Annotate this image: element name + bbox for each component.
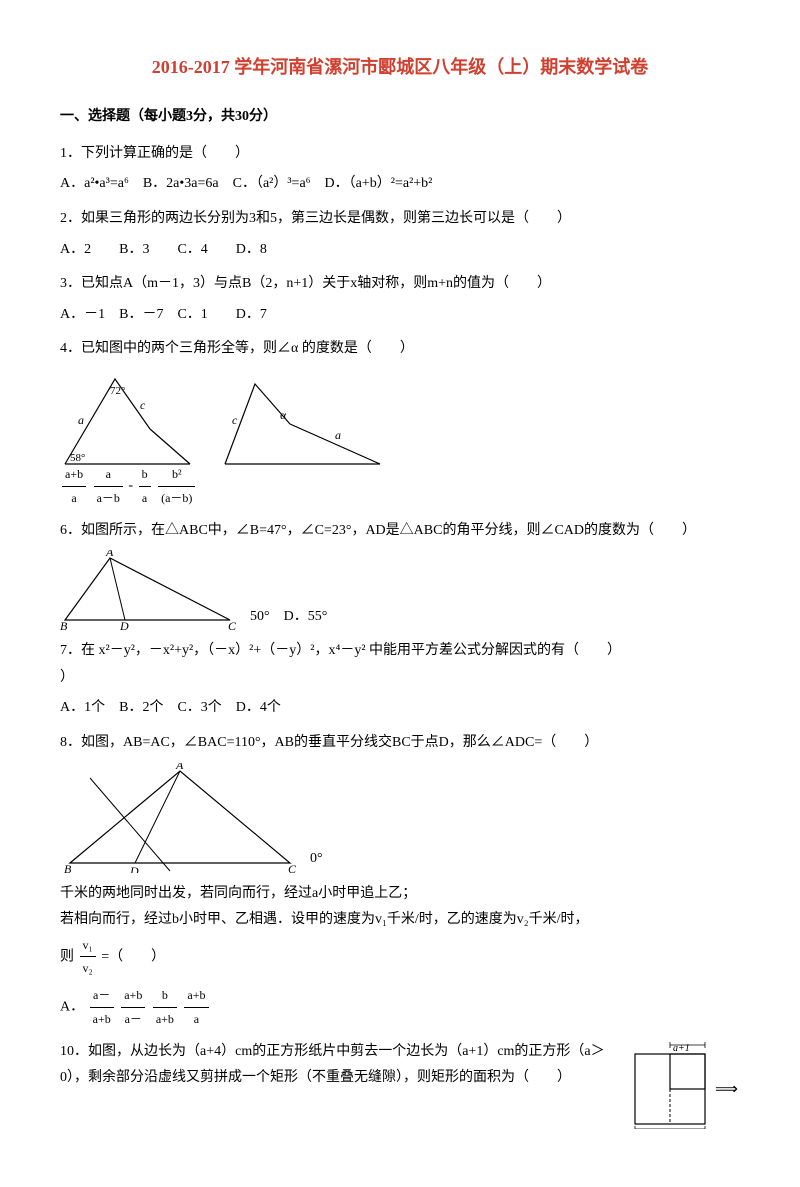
svg-text:A: A — [105, 550, 114, 559]
q8-triangle: A B D C — [60, 763, 300, 873]
svg-text:a: a — [335, 428, 341, 442]
q9-line3: 则 v₁v₂ =（ ） — [60, 934, 740, 981]
q6-options-tail: 50° D．55° — [250, 604, 327, 631]
svg-text:D: D — [129, 864, 139, 873]
section-1-header: 一、选择题（每小题3分，共30分） — [60, 104, 740, 131]
question-6: 6．如图所示，在△ABC中，∠B=47°，∠C=23°，AD是△ABC的角平分线… — [60, 518, 740, 631]
q2-stem: 2．如果三角形的两边长分别为3和5，第三边长是偶数，则第三边长可以是（ ） — [60, 206, 740, 233]
exam-title: 2016-2017 学年河南省漯河市郾城区八年级（上）期末数学试卷 — [60, 50, 740, 84]
q6-triangle: A B D C — [60, 550, 240, 630]
q7-paren: ） — [60, 665, 740, 692]
triangle-1: 72° 58° a c a — [60, 369, 210, 469]
q2-options: A．2 B．3 C．4 D．8 — [60, 237, 740, 264]
q6-figure-row: A B D C 50° D．55° — [60, 550, 740, 630]
q1-options: A．a²•a³=a⁶ B．2a•3a=6a C．（a²）³=a⁶ D．（a+b）… — [60, 171, 740, 198]
q8-options-tail: 0° — [310, 846, 323, 873]
q10-stem: 10．如图，从边长为（a+4）cm的正方形纸片中剪去一个边长为（a+1）cm的正… — [60, 1039, 610, 1092]
q6-stem: 6．如图所示，在△ABC中，∠B=47°，∠C=23°，AD是△ABC的角平分线… — [60, 518, 740, 545]
question-2: 2．如果三角形的两边长分别为3和5，第三边长是偶数，则第三边长可以是（ ） A．… — [60, 206, 740, 263]
q9-options: A． a－a+b a+ba－ ba+b a+ba — [60, 984, 740, 1031]
svg-text:b: b — [300, 466, 306, 469]
svg-text:C: C — [288, 862, 297, 873]
question-5-fragment: a+ba aa－b - ba b²(a－b) — [60, 463, 740, 510]
question-1: 1．下列计算正确的是（ ） A．a²•a³=a⁶ B．2a•3a=6a C．（a… — [60, 141, 740, 198]
q10-figure: a+1 a+4 ⟹ — [630, 1039, 740, 1129]
q8-stem: 8．如图，AB=AC，∠BAC=110°，AB的垂直平分线交BC于点D，那么∠A… — [60, 730, 740, 757]
svg-text:c: c — [140, 398, 146, 412]
q7-options: A．1个 B．2个 C．3个 D．4个 — [60, 695, 740, 722]
svg-text:C: C — [228, 619, 237, 630]
q4-figure: 72° 58° a c a c a α b — [60, 369, 740, 469]
q7-stem: 7．在 x²－y²，－x²+y²，（－x）²+（－y）²，x⁴－y² 中能用平方… — [60, 638, 740, 665]
q3-options: A．－1 B．－7 C．1 D．7 — [60, 302, 740, 329]
question-10: 10．如图，从边长为（a+4）cm的正方形纸片中剪去一个边长为（a+1）cm的正… — [60, 1039, 740, 1129]
triangle-2: c a α b — [220, 369, 390, 469]
q4-stem: 4．已知图中的两个三角形全等，则∠α 的度数是（ ） — [60, 336, 740, 363]
svg-text:72°: 72° — [110, 385, 125, 397]
svg-text:⟹: ⟹ — [715, 1081, 738, 1098]
svg-text:A: A — [175, 763, 184, 772]
q1-stem: 1．下列计算正确的是（ ） — [60, 141, 740, 168]
svg-text:α: α — [280, 408, 287, 422]
svg-text:B: B — [64, 862, 72, 873]
question-9-fragment: 千米的两地同时出发，若同向而行，经过a小时甲追上乙； 若相向而行，经过b小时甲、… — [60, 881, 740, 1031]
svg-text:D: D — [119, 619, 129, 630]
svg-text:a: a — [78, 413, 84, 427]
question-3: 3．已知点A（m－1，3）与点B（2，n+1）关于x轴对称，则m+n的值为（ ）… — [60, 271, 740, 328]
q9-line1: 千米的两地同时出发，若同向而行，经过a小时甲追上乙； — [60, 881, 740, 908]
q8-figure-row: A B D C 0° — [60, 763, 740, 873]
svg-text:c: c — [232, 413, 238, 427]
q5-frac-A: a+ba aa－b - ba b²(a－b) — [60, 478, 197, 493]
svg-text:B: B — [60, 619, 68, 630]
question-4: 4．已知图中的两个三角形全等，则∠α 的度数是（ ） 72° 58° a c a… — [60, 336, 740, 469]
question-8: 8．如图，AB=AC，∠BAC=110°，AB的垂直平分线交BC于点D，那么∠A… — [60, 730, 740, 873]
q9-line2: 若相向而行，经过b小时甲、乙相遇．设甲的速度为v₁千米/时，乙的速度为v₂千米/… — [60, 907, 740, 934]
question-7: 7．在 x²－y²，－x²+y²，（－x）²+（－y）²，x⁴－y² 中能用平方… — [60, 638, 740, 722]
q3-stem: 3．已知点A（m－1，3）与点B（2，n+1）关于x轴对称，则m+n的值为（ ） — [60, 271, 740, 298]
